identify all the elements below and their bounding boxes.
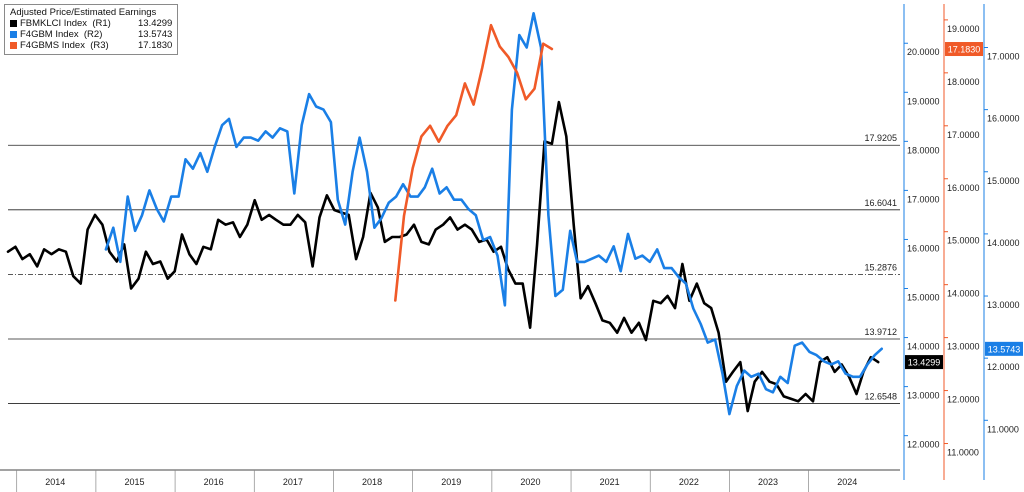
x-tick-label-9: 2023	[758, 477, 778, 487]
axis-tick-label-R3-5: 16.0000	[947, 183, 980, 193]
series-line-2	[394, 23, 554, 302]
legend-item-f4gbm: F4GBM Index (R2) 13.5743	[10, 29, 172, 40]
legend-label-f4gbm: F4GBM Index (R2)	[20, 29, 103, 40]
x-tick-label-6: 2020	[520, 477, 540, 487]
x-tick-label-10: 2024	[837, 477, 857, 487]
last-value-tag-0	[905, 355, 943, 370]
reference-label-3: 13.9712	[864, 327, 897, 337]
grid-layer: 17.9205 16.6041 15.2876 13.9712 12.6548	[8, 133, 900, 404]
series-line-0	[6, 100, 880, 413]
x-tick-label-8: 2022	[679, 477, 699, 487]
legend-item-fbmklci: FBMKLCI Index (R1) 13.4299	[10, 18, 172, 29]
last-value-label-1: 13.5743	[988, 344, 1021, 354]
last-value-label-0: 13.4299	[908, 358, 941, 368]
x-tick-label-2: 2016	[204, 477, 224, 487]
x-tick-label-3: 2017	[283, 477, 303, 487]
series-layer	[6, 12, 883, 416]
axis-tick-label-R3-2: 13.0000	[947, 342, 980, 352]
axis-tick-label-R1-3: 15.0000	[907, 293, 940, 303]
axis-tick-label-R1-7: 19.0000	[907, 96, 940, 106]
axis-tick-label-R2-3: 14.0000	[987, 238, 1020, 248]
legend-swatch-f4gbm	[10, 31, 17, 38]
axis-tick-label-R1-1: 13.0000	[907, 391, 940, 401]
series-line-1	[104, 12, 883, 416]
reference-label-2: 15.2876	[864, 262, 897, 272]
last-value-tag-1	[985, 341, 1023, 356]
x-tick-label-7: 2021	[600, 477, 620, 487]
axis-tick-label-R1-4: 16.0000	[907, 243, 940, 253]
axis-tick-label-R3-3: 14.0000	[947, 289, 980, 299]
legend-value-f4gbm: 13.5743	[138, 29, 173, 40]
chart-legend: Adjusted Price/Estimated Earnings FBMKLC…	[4, 4, 179, 55]
axis-tick-label-R3-8: 19.0000	[947, 24, 980, 34]
legend-value-fbmklci: 13.4299	[138, 18, 173, 29]
axis-tick-label-R2-0: 11.0000	[987, 424, 1019, 434]
axis-tick-label-R1-5: 17.0000	[907, 194, 940, 204]
axis-tick-label-R3-0: 11.0000	[947, 448, 979, 458]
x-tick-label-5: 2019	[441, 477, 461, 487]
x-tick-label-0: 2014	[45, 477, 65, 487]
axis-tick-label-R3-1: 12.0000	[947, 395, 980, 405]
reference-label-0: 17.9205	[864, 133, 897, 143]
axis-tick-label-R2-2: 13.0000	[987, 300, 1020, 310]
legend-value-f4gbms: 17.1830	[138, 40, 173, 51]
axis-tick-label-R2-1: 12.0000	[987, 362, 1020, 372]
axis-tick-label-R3-6: 17.0000	[947, 130, 980, 140]
legend-swatch-fbmklci	[10, 20, 17, 27]
axis-tick-label-R1-8: 20.0000	[907, 47, 940, 57]
axis-tick-label-R1-6: 18.0000	[907, 145, 940, 155]
x-tick-label-4: 2018	[362, 477, 382, 487]
axis-layer: 2014 2015 2016 2017 2018 2019 2020 2021 2022 2023…	[0, 4, 1023, 492]
last-value-label-2: 17.1830	[948, 45, 981, 55]
axis-tick-label-R1-0: 12.0000	[907, 440, 940, 450]
reference-label-4: 12.6548	[864, 392, 897, 402]
last-value-tag-2	[945, 42, 983, 57]
legend-label-fbmklci: FBMKLCI Index (R1)	[20, 18, 111, 29]
legend-label-f4gbms: F4GBMS Index (R3)	[20, 40, 109, 51]
axis-tick-label-R3-4: 15.0000	[947, 236, 980, 246]
legend-item-f4gbms: F4GBMS Index (R3) 17.1830	[10, 40, 172, 51]
reference-label-1: 16.6041	[864, 198, 897, 208]
axis-tick-label-R2-5: 16.0000	[987, 114, 1020, 124]
legend-swatch-f4gbms	[10, 42, 17, 49]
chart-title: Adjusted Price/Estimated Earnings	[10, 7, 157, 18]
axis-tick-label-R3-7: 18.0000	[947, 77, 980, 87]
axis-tick-label-R2-4: 15.0000	[987, 176, 1020, 186]
x-tick-label-1: 2015	[124, 477, 144, 487]
axis-tick-label-R1-2: 14.0000	[907, 342, 940, 352]
axis-tick-label-R2-6: 17.0000	[987, 51, 1020, 61]
